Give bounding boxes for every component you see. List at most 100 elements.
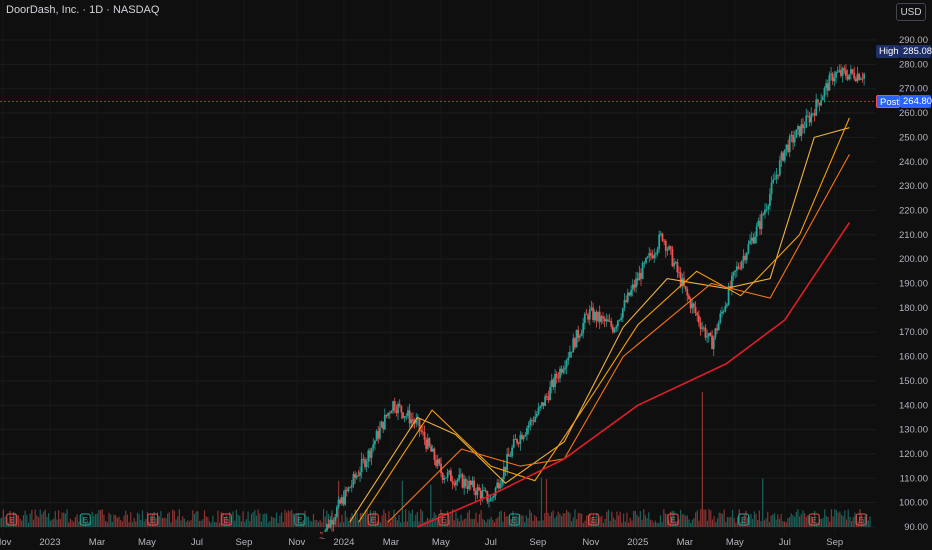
candle-body [769,194,771,206]
volume-bar [467,512,469,527]
volume-bar [118,516,120,527]
volume-bar [371,513,373,527]
candle-body [765,208,768,210]
candle-body [430,446,433,452]
candle-body [737,266,740,269]
volume-bar [193,513,196,527]
volume-bar [460,514,462,527]
candle-body [532,420,535,422]
candle-body [420,429,423,432]
candle-body [501,479,504,485]
volume-bar [22,515,25,527]
volume-bar [190,520,192,527]
volume-bar [373,510,375,527]
volume-bar [384,513,387,527]
volume-bar [529,509,531,527]
candle-body [717,322,720,331]
volume-bar [839,511,841,527]
volume-bar [398,514,400,527]
y-tick-label: 280.00 [899,59,928,70]
earnings-letter: E [9,516,14,525]
volume-bar [205,516,207,527]
y-tick-label: 160.00 [899,352,928,363]
volume-bar [73,521,75,527]
candle-body [540,402,543,407]
candle-body [509,456,512,458]
volume-bar [730,516,732,527]
candle-body [851,69,854,73]
volume-bar [842,516,844,527]
volume-bars [0,392,871,527]
volume-bar [410,513,412,527]
candle-body [560,368,563,373]
volume-bar [264,513,266,527]
volume-bar [319,519,321,527]
volume-bar [341,514,343,527]
moving-average-line [349,127,850,523]
candle-body [699,322,702,329]
currency-button[interactable]: USD [896,3,926,21]
y-tick-label: 190.00 [899,279,928,290]
candle-body [646,256,649,258]
earnings-letter: E [859,516,864,525]
candle-body [453,483,456,486]
x-tick-label: Nov [582,537,599,548]
volume-bar [66,509,68,527]
candle-body [777,174,780,176]
volume-bar [485,522,487,527]
volume-bar [98,509,100,527]
candle-body [564,367,566,370]
volume-bar [9,510,11,527]
candle-body [722,311,725,313]
volume-bar [237,514,239,527]
volume-bar [698,520,700,527]
earnings-marker [79,513,91,526]
volume-bar [869,516,871,527]
volume-bar [406,521,408,527]
volume-bar [39,509,41,527]
volume-bar [651,520,653,527]
volume-bar [405,509,407,527]
volume-bar [462,520,464,527]
volume-bar [309,520,311,527]
volume-bar [850,521,853,527]
candle-body [854,78,857,82]
candle-body [319,537,322,539]
earnings-marker [855,513,867,526]
candle-body [684,286,687,290]
candle-body [456,479,459,482]
volume-bar [168,512,170,527]
volume-bar [415,514,417,527]
volume-bar [544,513,546,527]
candle-body [440,463,442,473]
volume-bar [262,514,264,527]
x-tick-label: Nov [0,537,12,548]
x-tick-label: Mar [677,537,693,548]
candle-body [681,278,684,287]
volume-bar [778,518,781,527]
candle-body [550,379,553,387]
candle-body [618,319,621,321]
candle-body [739,268,742,269]
volume-bar [852,517,854,527]
volume-bar [99,510,102,527]
volume-bar [685,516,687,527]
volume-bar [445,519,447,527]
volume-bar [574,509,576,527]
y-tick-label: 260.00 [899,108,928,119]
candle-body [643,262,646,264]
volume-bar [693,518,695,527]
volume-bar [634,510,636,527]
volume-bar [867,520,869,527]
candle-body [668,246,670,250]
volume-bar [267,522,269,527]
candle-body [654,253,657,255]
volume-bar [832,516,834,527]
candle-body [375,431,378,441]
volume-bar [401,480,403,527]
candle-body [747,243,750,254]
candle-body [686,289,689,296]
volume-bar [644,515,646,527]
candle-body [803,127,806,129]
